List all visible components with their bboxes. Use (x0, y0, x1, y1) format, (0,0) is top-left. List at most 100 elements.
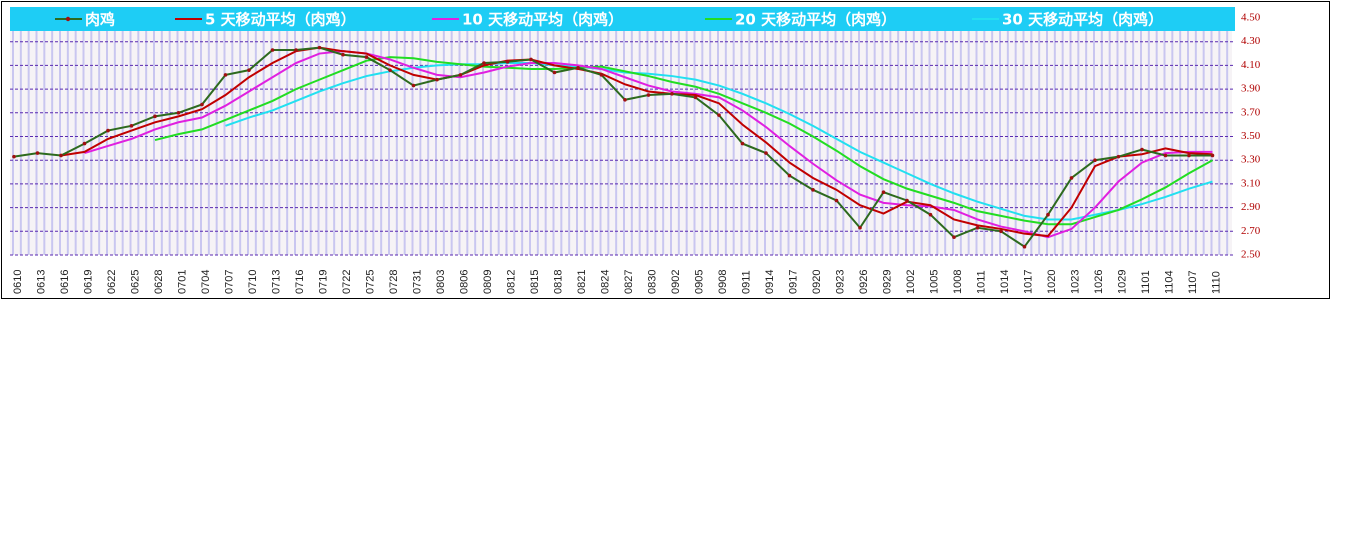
x-tick-label: 0622 (106, 270, 118, 294)
x-tick-label: 0704 (200, 270, 212, 294)
data-point (458, 73, 463, 77)
y-tick-label: 4.30 (1241, 35, 1261, 47)
x-tick-label: 0905 (693, 270, 705, 294)
data-point (1022, 244, 1027, 249)
y-tick-label: 2.50 (1241, 249, 1261, 261)
data-point (858, 225, 862, 230)
data-point (1163, 153, 1168, 158)
data-point (928, 212, 933, 217)
x-tick-label: 0725 (364, 270, 376, 294)
legend-marker (65, 16, 71, 22)
data-point (364, 55, 369, 59)
data-point (1210, 153, 1215, 158)
x-tick-label: 0619 (82, 270, 94, 294)
data-point (1093, 158, 1097, 162)
data-point (1069, 176, 1074, 180)
data-point (599, 73, 604, 77)
x-tick-label: 0713 (270, 270, 282, 294)
x-tick-label: 1017 (1022, 270, 1034, 294)
data-point (294, 48, 298, 52)
data-point (482, 61, 486, 65)
x-tick-label: 0902 (670, 270, 682, 294)
x-tick-label: 0707 (223, 270, 235, 294)
y-tick-label: 3.70 (1241, 106, 1261, 118)
series-line (60, 46, 1213, 238)
data-point (1046, 212, 1050, 217)
legend-label: 10 天移动平均（肉鸡） (462, 11, 623, 29)
data-point (388, 68, 392, 72)
y-tick-label: 3.30 (1241, 154, 1261, 166)
legend: 肉鸡 5 天移动平均（肉鸡） 10 天移动平均（肉鸡） 20 天移动平均（肉鸡） 30 … (55, 11, 1163, 29)
data-point (670, 92, 674, 96)
x-tick-label: 0628 (153, 270, 165, 294)
x-tick-label: 0701 (176, 270, 188, 294)
x-tick-label: 0613 (35, 270, 47, 294)
x-tick-label: 1008 (952, 270, 964, 294)
x-tick-label: 0812 (505, 270, 517, 294)
x-tick-label: 0914 (764, 270, 776, 294)
x-tick-label: 0806 (458, 270, 470, 294)
data-point (106, 128, 110, 133)
x-tick-label: 1104 (1163, 270, 1175, 294)
x-tick-label: 0616 (59, 270, 71, 294)
data-point (529, 57, 533, 62)
x-tick-label: 1020 (1046, 270, 1058, 294)
x-tick-label: 1002 (905, 270, 917, 294)
plot-background (10, 31, 1232, 255)
x-tick-label: 0929 (881, 270, 893, 294)
x-tick-label: 1029 (1116, 270, 1128, 294)
data-point (35, 151, 40, 155)
x-tick-label: 0824 (599, 270, 611, 294)
x-tick-label: 0625 (129, 270, 141, 294)
data-point (223, 73, 228, 77)
data-point (740, 141, 745, 146)
x-tick-label: 0923 (834, 270, 846, 294)
legend-label: 30 天移动平均（肉鸡） (1002, 11, 1163, 29)
data-point (153, 114, 157, 119)
x-tick-label: 1110 (1210, 271, 1222, 294)
grid (10, 17, 1234, 256)
series-line (84, 50, 1213, 239)
data-point (905, 198, 909, 203)
legend-label: 5 天移动平均（肉鸡） (205, 11, 356, 29)
data-point (952, 235, 956, 240)
series-line (154, 56, 1213, 226)
data-point (552, 70, 557, 75)
data-point (82, 141, 87, 146)
x-tick-label: 0610 (12, 270, 24, 294)
y-tick-label: 3.50 (1241, 130, 1261, 142)
data-point (12, 154, 16, 159)
data-point (787, 173, 792, 178)
data-point (717, 113, 721, 117)
data-point (623, 97, 627, 102)
x-tick-label: 0710 (247, 270, 259, 294)
x-tick-label: 1026 (1093, 270, 1105, 294)
data-point (247, 68, 251, 72)
x-tick-label: 1005 (928, 270, 940, 294)
y-tick-label: 4.10 (1241, 59, 1261, 71)
data-point (999, 229, 1003, 234)
x-tick-label: 1014 (999, 270, 1011, 294)
x-tick-label: 0908 (717, 270, 729, 294)
data-point (341, 52, 345, 57)
x-tick-label: 1023 (1069, 270, 1081, 294)
x-tick-label: 1011 (975, 270, 987, 294)
x-tick-label: 1107 (1187, 270, 1199, 294)
data-point (435, 77, 439, 82)
data-point (811, 188, 815, 192)
x-tick-label: 0716 (294, 270, 306, 294)
x-tick-label: 0821 (576, 270, 588, 294)
legend-background (10, 7, 1235, 31)
legend-label: 肉鸡 (85, 11, 115, 29)
x-tick-label: 0911 (740, 270, 752, 294)
y-tick-label: 3.10 (1241, 177, 1261, 189)
y-tick-label: 2.90 (1241, 201, 1261, 213)
x-tick-label: 0917 (787, 270, 799, 294)
data-point (270, 48, 275, 52)
x-tick-label: 0809 (482, 270, 494, 294)
data-point (129, 124, 134, 128)
x-tick-label: 0719 (317, 270, 329, 294)
data-point (1187, 153, 1191, 158)
